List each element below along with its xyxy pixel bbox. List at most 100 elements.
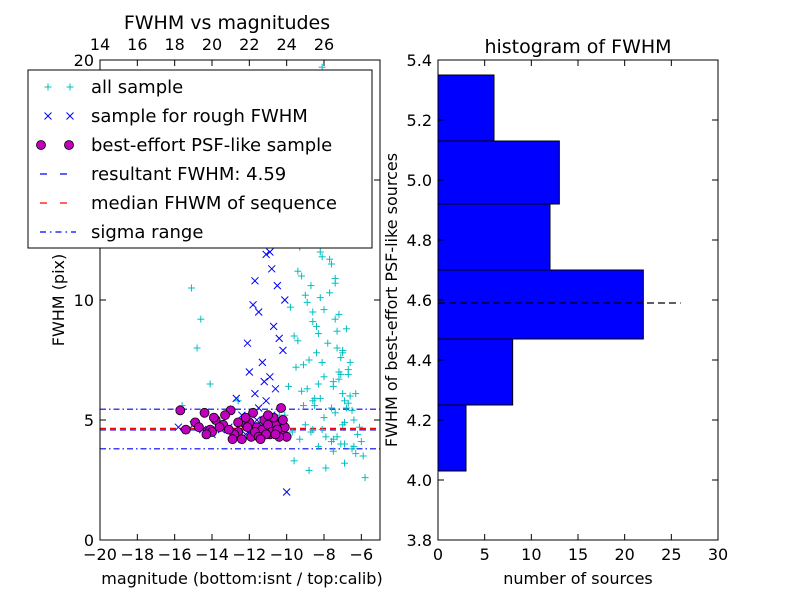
histogram-bar xyxy=(437,269,644,340)
top-tick-label: 24 xyxy=(276,35,296,54)
all-sample-point xyxy=(361,474,369,482)
rough-sample-point xyxy=(249,300,257,309)
rough-sample-point xyxy=(260,377,269,386)
rough-sample-point xyxy=(254,308,263,316)
y-tick-label: 5.0 xyxy=(407,171,432,190)
cross-b xyxy=(279,346,287,355)
all-sample-point xyxy=(346,392,354,400)
rough-sample-point xyxy=(262,396,270,405)
rough-sample-point xyxy=(275,334,284,343)
legend-plus-marker xyxy=(44,83,52,91)
cross-b xyxy=(280,296,289,304)
all-sample-point xyxy=(355,423,363,431)
histogram-x-axis-label: number of sources xyxy=(503,569,653,588)
all-sample-point xyxy=(288,428,296,436)
all-sample-point xyxy=(320,414,328,422)
x-tick-label: −6 xyxy=(350,545,374,564)
all-sample-point xyxy=(337,354,345,362)
all-sample-point xyxy=(333,344,341,352)
x-tick-label: 5 xyxy=(480,545,490,564)
all-sample-point xyxy=(326,289,334,297)
all-sample-point xyxy=(299,402,307,410)
all-sample-point xyxy=(307,282,315,290)
y-tick-label: 4.2 xyxy=(407,411,432,430)
psf-sample-point xyxy=(180,424,191,435)
x-tick-label: −12 xyxy=(232,545,266,564)
rough-sample-point xyxy=(174,423,183,432)
all-sample-point xyxy=(329,447,337,455)
cross-b xyxy=(266,372,274,381)
histogram-y-ticks: 3.8 4.0 4.2 4.4 4.6 4.8 5.0 5.2 5.4 xyxy=(407,51,718,550)
scatter-series xyxy=(174,63,369,496)
cross-b xyxy=(44,112,52,120)
cross-b xyxy=(249,300,257,309)
all-sample-point xyxy=(331,409,339,417)
cross-b xyxy=(174,423,183,432)
rough-sample-point xyxy=(273,281,282,290)
psf-sample-point xyxy=(175,405,186,416)
scatter-panel: −20 −18 −16 −14 −12 −10 −8 −6 0 5 10 20 14 16 18 20 22… xyxy=(27,12,383,588)
y-tick-label: 20 xyxy=(74,51,94,70)
all-sample-point xyxy=(296,435,304,443)
histogram-y-axis-label: FWHM of best-effort PSF-like sources xyxy=(382,153,401,447)
legend-label: best-effort PSF-like sample xyxy=(91,135,332,156)
y-tick-label: 4.4 xyxy=(407,351,432,370)
all-sample-point xyxy=(341,459,349,467)
all-sample-point xyxy=(344,399,352,407)
rough-sample-point xyxy=(280,296,289,304)
psf-sample-point xyxy=(236,434,247,445)
all-sample-point xyxy=(339,421,347,429)
all-sample-point xyxy=(335,368,343,376)
legend-label: sample for rough FWHM xyxy=(91,106,308,127)
all-sample-point xyxy=(320,373,328,381)
cross-b xyxy=(232,394,241,403)
rough-sample-point xyxy=(245,368,254,376)
all-sample-point xyxy=(305,466,313,474)
all-sample-point xyxy=(322,464,330,472)
legend-entry: sigma range xyxy=(40,222,203,243)
psf-sample-point xyxy=(223,424,234,435)
legend-label: median FHWM of sequence xyxy=(91,193,337,214)
cross-b xyxy=(273,281,282,290)
legend-cross-marker xyxy=(44,112,52,120)
rough-sample-point xyxy=(251,276,259,285)
all-sample-point xyxy=(314,330,322,338)
all-sample-point xyxy=(329,435,337,443)
all-sample-point xyxy=(339,390,347,398)
all-sample-point xyxy=(294,337,302,345)
x-tick-label: 30 xyxy=(708,545,728,564)
cross-b xyxy=(262,250,270,259)
all-sample-point xyxy=(290,457,298,465)
all-sample-point xyxy=(290,332,298,340)
all-sample-point xyxy=(298,272,306,280)
all-sample-point xyxy=(314,442,322,450)
all-sample-point xyxy=(350,442,358,450)
x-tick-label: 25 xyxy=(661,545,681,564)
all-sample-point xyxy=(335,310,343,318)
rough-sample-point xyxy=(269,322,278,331)
rough-sample-point xyxy=(243,339,252,348)
cross-b xyxy=(266,248,274,256)
cross-b xyxy=(245,368,254,376)
histogram-panel: 0 5 10 15 20 25 30 3.8 4.0 4.2 4.4 4.6 4.8 5.0 5.2 5.4… xyxy=(382,36,728,588)
top-tick-label: 18 xyxy=(164,35,184,54)
all-sample-point xyxy=(318,426,326,434)
y-tick-label: 5.2 xyxy=(407,111,432,130)
top-tick-label: 20 xyxy=(202,35,222,54)
all-sample-point xyxy=(313,322,321,330)
all-sample-point xyxy=(292,363,300,371)
all-sample-point xyxy=(329,378,337,386)
histogram-bar xyxy=(437,140,560,205)
histogram-bar xyxy=(437,74,495,142)
legend-label: sigma range xyxy=(91,222,203,243)
all-sample-point xyxy=(324,339,332,347)
y-tick-label: 3.8 xyxy=(407,531,432,550)
legend-entry: all sample xyxy=(44,77,183,98)
all-sample-point xyxy=(313,349,321,357)
scatter-title: FWHM vs magnitudes xyxy=(124,12,330,34)
all-sample-point xyxy=(311,402,319,410)
all-sample-point xyxy=(337,440,345,448)
cross-b xyxy=(262,396,270,405)
histogram-bars xyxy=(437,74,644,472)
all-sample-point xyxy=(318,358,326,366)
